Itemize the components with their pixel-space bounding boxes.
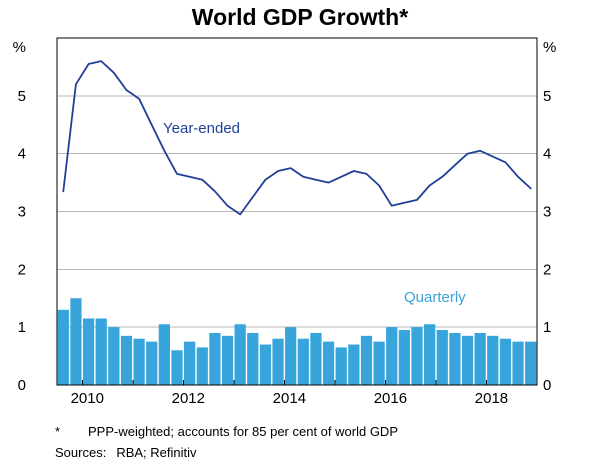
y-axis-label-left: 2 [18, 261, 26, 278]
unit-label-left: % [13, 39, 26, 56]
quarterly-bar [360, 335, 373, 385]
footnotes: * PPP-weighted; accounts for 85 per cent… [55, 421, 575, 463]
quarterly-bar [259, 344, 272, 385]
footnote-text: PPP-weighted; accounts for 85 per cent o… [88, 424, 398, 439]
quarterly-bar [398, 330, 410, 385]
quarterly-bar [272, 338, 284, 385]
quarterly-bar [310, 332, 322, 385]
quarterly-bar [221, 335, 234, 385]
x-axis-label: 2010 [71, 390, 104, 407]
quarterly-bar [184, 341, 196, 386]
quarterly-bar [512, 341, 524, 386]
quarterly-bar [461, 335, 474, 385]
sources: Sources: RBA; Refinitiv [55, 442, 575, 463]
sources-label: Sources: [55, 445, 107, 460]
plot-frame [56, 37, 538, 386]
quarterly-bar [449, 332, 461, 385]
sources-text: RBA; Refinitiv [116, 445, 197, 460]
y-axis-label-left: 4 [18, 146, 26, 163]
quarterly-bar [57, 309, 69, 385]
x-axis-label: 2018 [475, 390, 508, 407]
quarterly-bar [108, 327, 120, 385]
quarterly-bar [297, 338, 309, 385]
quarterly-bar [95, 318, 107, 385]
chart-generated-layer: 0 0 1 1 2 2 3 3 4 4 5 5% % 2010 2012 2014 2016 2018 [13, 37, 556, 407]
quarterly-bar [474, 332, 486, 385]
quarterly-bar [120, 335, 133, 385]
quarterly-bar [411, 327, 423, 385]
quarterly-bar [525, 341, 537, 386]
x-axis-label: 2016 [374, 390, 407, 407]
x-axis-label: 2012 [172, 390, 205, 407]
y-axis-label-right: 0 [543, 377, 551, 394]
y-axis-label-left: 0 [18, 377, 26, 394]
quarterly-bar [373, 341, 385, 386]
quarterly-bar [234, 324, 246, 385]
chart-title: World GDP Growth* [191, 4, 409, 30]
bar-series-label: Quarterly [404, 289, 466, 306]
quarterly-bar [247, 332, 259, 385]
y-axis-label-right: 3 [543, 204, 551, 221]
footnote-marker: * [55, 424, 61, 439]
quarterly-bar [424, 324, 436, 385]
quarterly-bar [70, 298, 82, 385]
y-axis-label-right: 5 [543, 88, 551, 105]
y-axis-label-right: 1 [543, 319, 551, 336]
quarterly-bar [209, 332, 221, 385]
quarterly-bar [386, 327, 398, 385]
line-series-label: Year-ended [163, 120, 240, 137]
unit-label-right: % [543, 39, 556, 56]
y-axis-label-left: 5 [18, 88, 26, 105]
quarterly-bar [196, 347, 208, 385]
quarterly-bar [436, 330, 448, 385]
quarterly-bar [499, 338, 512, 385]
quarterly-bar [158, 324, 170, 385]
quarterly-bar [335, 347, 347, 385]
quarterly-bar [285, 327, 297, 385]
year-ended-line [62, 60, 532, 216]
quarterly-bar [146, 341, 158, 386]
footnote: * PPP-weighted; accounts for 85 per cent… [55, 421, 575, 442]
y-axis-label-right: 4 [543, 146, 551, 163]
quarterly-bar [348, 344, 360, 385]
quarterly-bar [322, 341, 335, 386]
quarterly-bar [133, 338, 145, 385]
y-axis-label-left: 1 [18, 319, 26, 336]
x-axis-label: 2014 [273, 390, 306, 407]
quarterly-bar [487, 335, 499, 385]
quarterly-bar [171, 350, 183, 385]
y-axis-label-right: 2 [543, 261, 551, 278]
quarterly-bar [82, 318, 95, 385]
y-axis-label-left: 3 [18, 204, 26, 221]
